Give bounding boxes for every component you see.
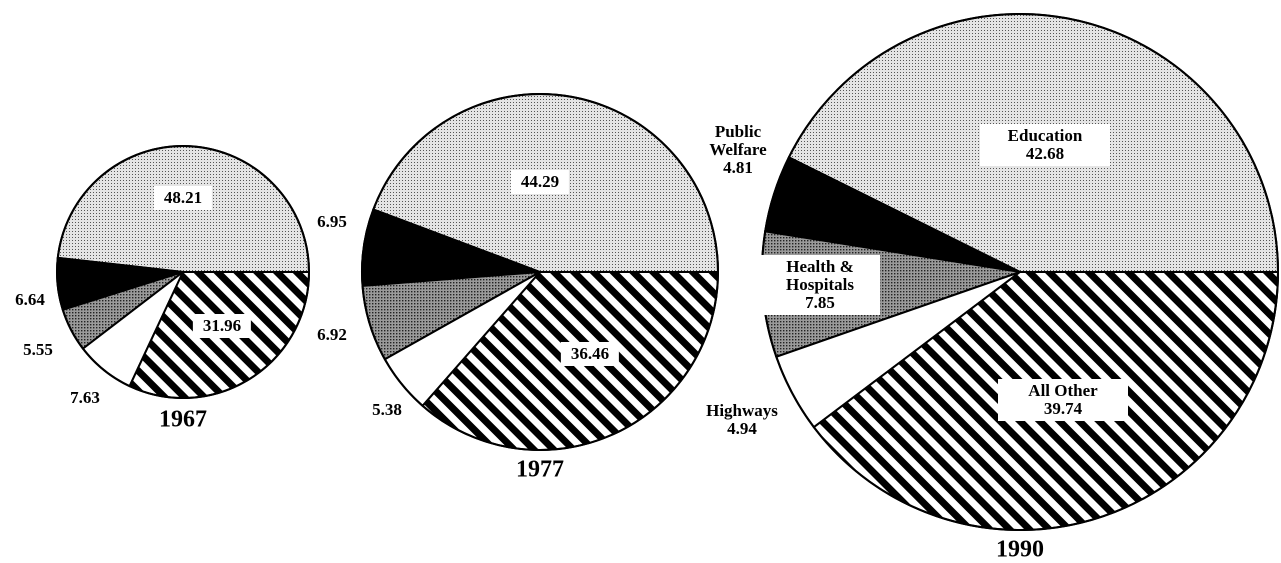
slice-label: 6.95 xyxy=(317,213,347,231)
pie-title: 1990 xyxy=(996,536,1044,563)
value-label: 31.96 xyxy=(202,316,242,335)
slice-label: 36.46 xyxy=(560,342,620,366)
category-label: Health & Hospitals xyxy=(785,257,855,294)
slice-label: 48.21 xyxy=(153,186,213,210)
slice-label: 5.38 xyxy=(372,401,402,419)
pie-title: 1977 xyxy=(516,456,564,483)
slice-label: 31.96 xyxy=(192,314,252,338)
category-label: Highways xyxy=(706,401,778,420)
value-label: 6.95 xyxy=(317,212,347,231)
pie-title: 1967 xyxy=(159,406,207,433)
value-label: 39.74 xyxy=(1043,399,1083,418)
pie-outline xyxy=(361,93,719,451)
slice-label: 6.64 xyxy=(15,291,45,309)
pie-outline xyxy=(56,145,310,399)
value-label: 5.38 xyxy=(372,400,402,419)
category-label: All Other xyxy=(1028,381,1098,400)
slice-label: 44.29 xyxy=(510,170,570,194)
category-label: Education xyxy=(1007,126,1083,145)
value-label: 5.55 xyxy=(23,340,53,359)
value-label: 48.21 xyxy=(163,188,203,207)
value-label: 7.85 xyxy=(805,293,835,312)
value-label: 6.64 xyxy=(15,290,45,309)
slice-label: All Other 39.74 xyxy=(998,379,1128,421)
value-label: 7.63 xyxy=(70,388,100,407)
slice-label: Highways 4.94 xyxy=(692,402,792,438)
slice-label: 7.63 xyxy=(70,389,100,407)
slice-label: Public Welfare 4.81 xyxy=(698,123,778,177)
value-label: 42.68 xyxy=(1025,144,1065,163)
value-label: 6.92 xyxy=(317,325,347,344)
value-label: 4.94 xyxy=(727,419,757,438)
slice-label: Education 42.68 xyxy=(980,124,1110,166)
value-label: 44.29 xyxy=(520,172,560,191)
slice-label: 5.55 xyxy=(23,341,53,359)
slice-label: Health & Hospitals 7.85 xyxy=(760,255,880,315)
slice-label: 6.92 xyxy=(317,326,347,344)
value-label: 4.81 xyxy=(723,158,753,177)
category-label: Public Welfare xyxy=(709,122,767,159)
value-label: 36.46 xyxy=(570,344,610,363)
